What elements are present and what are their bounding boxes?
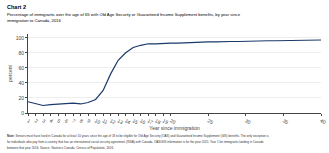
svg-text:4: 4 xyxy=(49,117,55,124)
svg-text:Percentage of immigrants over: Percentage of immigrants over the age of… xyxy=(7,12,241,17)
svg-text:20: 20 xyxy=(18,95,24,101)
svg-text:10: 10 xyxy=(94,117,102,125)
svg-text:0: 0 xyxy=(21,110,24,116)
svg-text:40: 40 xyxy=(319,117,327,125)
svg-text:Year since immigration: Year since immigration xyxy=(149,125,200,131)
svg-text:40: 40 xyxy=(18,80,24,86)
svg-text:2: 2 xyxy=(34,117,40,124)
svg-text:3: 3 xyxy=(41,117,47,124)
svg-text:12: 12 xyxy=(109,117,117,125)
svg-text:11: 11 xyxy=(101,117,109,125)
svg-text:6: 6 xyxy=(64,117,70,124)
svg-text:20: 20 xyxy=(169,117,177,125)
svg-text:13: 13 xyxy=(116,117,124,125)
svg-text:for individuals who pay from a: for individuals who pay from a country t… xyxy=(7,140,264,144)
svg-text:8: 8 xyxy=(79,117,85,124)
svg-text:Chart 2: Chart 2 xyxy=(7,4,26,10)
svg-text:100: 100 xyxy=(16,35,25,41)
svg-text:80: 80 xyxy=(18,50,24,56)
svg-text:16: 16 xyxy=(139,117,147,125)
svg-text:1: 1 xyxy=(26,117,32,124)
svg-text:percent: percent xyxy=(7,65,13,82)
svg-text:5: 5 xyxy=(56,117,62,124)
svg-text:9: 9 xyxy=(86,117,92,124)
svg-text:7: 7 xyxy=(71,117,77,124)
svg-text:30: 30 xyxy=(244,117,252,125)
svg-text:17: 17 xyxy=(146,117,154,125)
svg-text:14: 14 xyxy=(124,117,132,125)
svg-text:15: 15 xyxy=(131,117,139,125)
svg-text:60: 60 xyxy=(18,65,24,71)
svg-text:18: 18 xyxy=(154,117,162,125)
svg-text:35: 35 xyxy=(282,117,290,125)
svg-text:25: 25 xyxy=(207,117,215,125)
svg-text:Note: Seniors must have lived: Note: Seniors must have lived in Canada … xyxy=(7,134,269,138)
svg-text:between that year 2016. Source: between that year 2016. Source: Statisti… xyxy=(7,146,114,150)
svg-text:immigration to Canada, 2016: immigration to Canada, 2016 xyxy=(7,18,61,23)
svg-text:19: 19 xyxy=(161,117,169,125)
